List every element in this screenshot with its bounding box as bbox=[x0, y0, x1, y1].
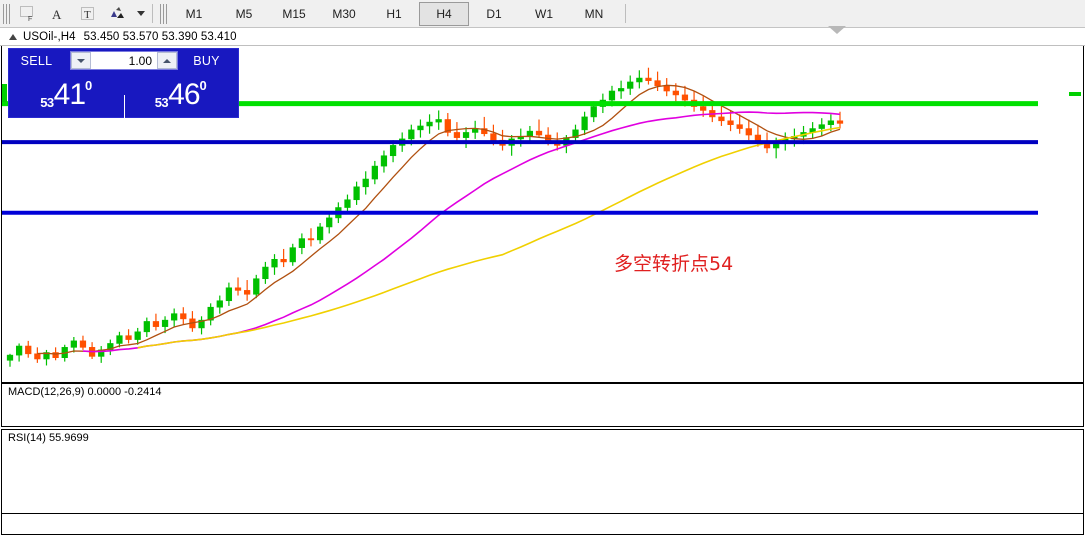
time-axis[interactable] bbox=[1, 514, 1084, 535]
chevron-up-icon bbox=[163, 58, 171, 63]
text-box-icon[interactable]: T bbox=[72, 1, 102, 26]
timeframe-h4[interactable]: H4 bbox=[419, 1, 469, 26]
scroll-marker-icon bbox=[828, 26, 846, 34]
timeframe-grip[interactable] bbox=[160, 3, 167, 24]
chevron-down-icon bbox=[136, 11, 145, 16]
svg-text:A: A bbox=[52, 7, 62, 22]
ohlc-values: 53.450 53.570 53.390 53.410 bbox=[83, 30, 237, 43]
symbol-label: USOil-,H4 bbox=[23, 30, 76, 43]
objects-dropdown-icon[interactable] bbox=[132, 1, 148, 26]
timeframe-group: M1 M5 M15 M30 H1 H4 D1 W1 MN bbox=[169, 1, 619, 26]
main-toolbar: F A T M1 M5 M15 M30 H1 H4 D1 W1 MN bbox=[0, 0, 1085, 28]
buy-button[interactable]: BUY bbox=[193, 53, 220, 68]
sell-price-whole: 53 bbox=[40, 95, 54, 110]
objects-icon[interactable] bbox=[102, 1, 132, 26]
buy-price-fraction: 0 bbox=[199, 78, 207, 93]
volume-increase-button[interactable] bbox=[157, 52, 177, 69]
rsi-plot-area[interactable] bbox=[2, 430, 1083, 513]
timeframe-m30[interactable]: M30 bbox=[332, 6, 356, 21]
collapse-triangle-icon[interactable] bbox=[9, 33, 17, 40]
sell-price-fraction: 0 bbox=[85, 78, 93, 93]
trade-prices: 53 41 0 53 46 0 bbox=[9, 72, 239, 140]
chevron-down-icon bbox=[77, 58, 85, 63]
timeframe-m15[interactable]: M15 bbox=[282, 6, 306, 21]
sell-price-main: 41 bbox=[53, 77, 86, 111]
svg-text:F: F bbox=[28, 16, 32, 22]
sell-button[interactable]: SELL bbox=[20, 53, 53, 68]
timeframe-mn[interactable]: MN bbox=[584, 6, 604, 21]
crosshair-f-icon[interactable]: F bbox=[12, 1, 42, 26]
macd-pane[interactable]: MACD(12,26,9) 0.0000 -0.2414 bbox=[1, 383, 1084, 427]
volume-stepper[interactable]: 1.00 bbox=[70, 51, 178, 70]
buy-price-whole: 53 bbox=[154, 95, 169, 110]
timeframe-d1[interactable]: D1 bbox=[486, 6, 502, 21]
volume-decrease-button[interactable] bbox=[71, 52, 91, 69]
rsi-pane[interactable]: RSI(14) 55.9699 bbox=[1, 429, 1084, 514]
svg-text:T: T bbox=[84, 9, 91, 21]
green-level-handle-right[interactable] bbox=[1069, 92, 1081, 96]
macd-label: MACD(12,26,9) 0.0000 -0.2414 bbox=[8, 386, 162, 398]
rsi-label: RSI(14) 55.9699 bbox=[8, 432, 89, 444]
one-click-trade-panel[interactable]: SELL 1.00 BUY 53 41 0 53 46 0 bbox=[8, 48, 239, 140]
timeframe-w1[interactable]: W1 bbox=[535, 6, 553, 21]
timeframe-h1[interactable]: H1 bbox=[386, 6, 402, 21]
toolbar-divider-2 bbox=[625, 4, 626, 23]
macd-plot-area[interactable] bbox=[2, 384, 1083, 426]
toolbar-grip[interactable] bbox=[3, 3, 10, 24]
green-level-handle-left[interactable] bbox=[2, 84, 7, 102]
volume-input[interactable]: 1.00 bbox=[128, 53, 152, 68]
timeframe-m5[interactable]: M5 bbox=[235, 6, 253, 21]
trade-panel-divider bbox=[124, 95, 125, 140]
sell-price[interactable]: 53 41 0 bbox=[9, 72, 124, 117]
symbol-bar: USOil-,H4 53.450 53.570 53.390 53.410 bbox=[0, 28, 1085, 46]
toolbar-divider bbox=[152, 4, 153, 23]
buy-price-main: 46 bbox=[168, 77, 200, 111]
buy-price[interactable]: 53 46 0 bbox=[124, 72, 239, 117]
trade-panel-header: SELL 1.00 BUY bbox=[9, 49, 238, 72]
timeframe-m1[interactable]: M1 bbox=[185, 6, 203, 21]
chart-annotation: 多空转折点54 bbox=[614, 253, 734, 275]
text-label-icon[interactable]: A bbox=[42, 1, 72, 26]
